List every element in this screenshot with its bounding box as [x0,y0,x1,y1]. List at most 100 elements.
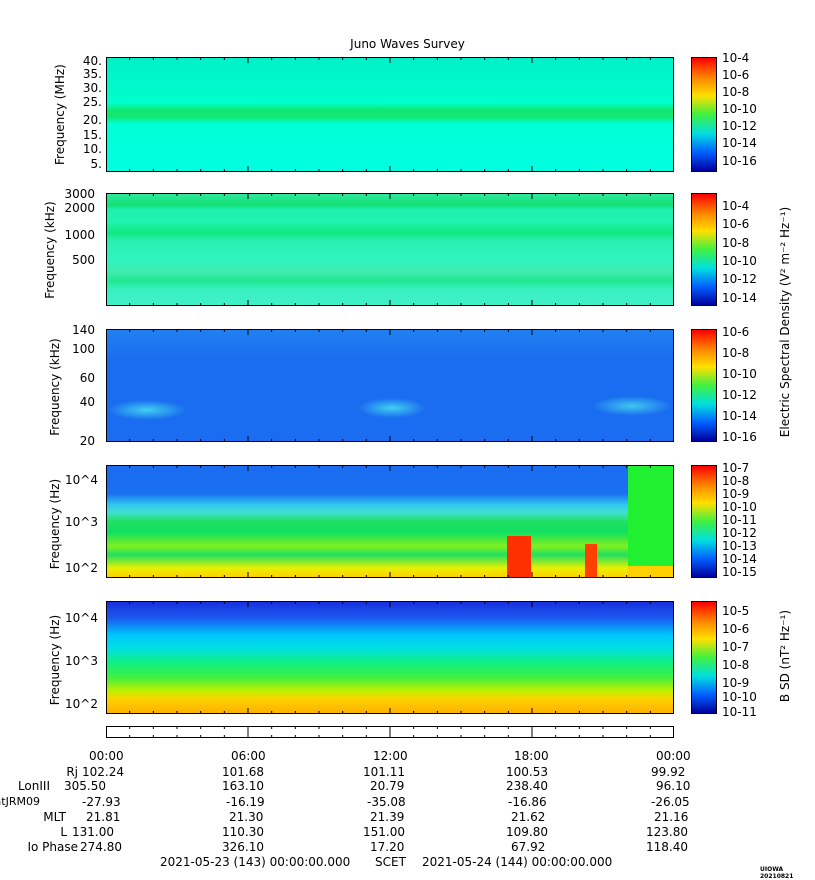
ephemeris-value: -27.93 [82,795,121,809]
y-tick-label: 20 [79,434,95,448]
y-tick-label: 10^3 [65,654,98,668]
colorbar-tick: 10-6 [722,217,750,231]
end-time: 2021-05-24 (144) 00:00:00.000 [422,855,613,869]
y-tick-label: 140 [72,323,95,337]
colorbar-tick: 10-9 [722,676,750,690]
ephemeris-row-name: LonIII [17,779,50,793]
colorbar-tick: 10-12 [722,119,757,133]
ephemeris-value: 99.92 [651,765,686,779]
spectrogram-panel-hz-electric [106,465,674,578]
colorbar-3 [691,329,717,442]
ephemeris-row-name: MLatJRM09 [0,795,40,808]
colorbar-tick: 10-13 [722,539,757,553]
colorbar-tick: 10-14 [722,136,757,150]
y-tick-label: 2000 [64,201,95,215]
intense-emission [585,544,597,577]
time-tick-label: 06:00 [231,749,266,763]
y-tick-label: 10^4 [65,611,98,625]
spectrogram-panel-khz-high [106,193,674,306]
ephemeris-value: 131.00 [72,825,114,839]
ephemeris-value: 109.80 [506,825,548,839]
colorbar-tick: 10-10 [722,500,757,514]
ephemeris-value: 123.80 [646,825,688,839]
y-tick-label: 100 [72,342,95,356]
y-axis-label: Frequency (kHz) [43,201,57,299]
y-tick-label: 500 [72,253,95,267]
colorbar-tick: 10-5 [722,604,750,618]
ephemeris-value: 100.53 [506,765,548,779]
ephemeris-value: 21.16 [654,810,689,824]
ephemeris-value: 238.40 [506,779,548,793]
time-tick-label: 00:00 [89,749,124,763]
y-tick-label: 15. [82,128,102,142]
ephemeris-value: 305.50 [64,779,106,793]
ephemeris-row-name: MLT [43,810,66,824]
time-tick-label: 00:00 [656,749,691,763]
hf-block [628,466,673,566]
y-tick-label: 25. [82,95,102,109]
colorbar-tick: 10-10 [722,102,757,116]
y-tick-label: 30. [82,81,102,95]
ephemeris-value: 274.80 [80,840,122,854]
colorbar-tick: 10-7 [722,461,750,475]
colorbar-tick: 10-8 [722,346,750,360]
ephemeris-value: 21.30 [229,810,264,824]
y-tick-label: 35. [82,67,102,81]
y-tick-label: 40. [82,54,102,68]
colorbar-tick: 10-16 [722,154,757,168]
ephemeris-value: 17.20 [370,840,405,854]
start-time: 2021-05-23 (143) 00:00:00.000 [160,855,351,869]
y-tick-label: 3000 [64,187,95,201]
y-tick-label: 60 [79,371,95,385]
colorbar-tick: 10-11 [722,513,757,527]
y-tick-label: 40 [79,395,95,409]
time-axis-bar [106,726,674,738]
y-tick-label: 5. [90,157,102,171]
time-tick-label: 12:00 [373,749,408,763]
ephemeris-value: 326.10 [222,840,264,854]
colorbar-tick: 10-4 [722,51,750,65]
colorbar-tick: 10-8 [722,236,750,250]
time-tick-label: 18:00 [514,749,549,763]
colorbar-tick: 10-14 [722,552,757,566]
y-tick-label: 10^3 [65,515,98,529]
ephemeris-value: 102.24 [82,765,124,779]
colorbar-tick: 10-14 [722,409,757,423]
ephemeris-value: 118.40 [646,840,688,854]
colorbar-tick: 10-15 [722,565,757,579]
colorbar-1 [691,57,717,172]
chart-title: Juno Waves Survey [350,37,465,51]
colorbar-tick: 10-16 [722,430,757,444]
watermark: UIOWA 20210821 [760,866,794,880]
colorbar-tick: 10-6 [722,68,750,82]
colorbar-5 [691,601,717,714]
colorbar-tick: 10-8 [722,474,750,488]
ephemeris-value: 20.79 [370,779,405,793]
electric-colorbar-label: Electric Spectral Density (V² m⁻² Hz⁻¹) [778,206,792,438]
y-tick-label: 10^2 [65,561,98,575]
hf-block-low [628,566,673,577]
y-tick-label: 10^4 [65,473,98,487]
colorbar-tick: 10-6 [722,622,750,636]
ephemeris-value: 96.10 [656,779,691,793]
ephemeris-row-name: Io Phase [27,840,78,854]
scet-label: SCET [375,855,406,869]
y-tick-label: 10^2 [65,697,98,711]
ephemeris-value: -35.08 [367,795,406,809]
colorbar-tick: 10-7 [722,640,750,654]
colorbar-tick: 10-11 [722,705,757,719]
colorbar-tick: 10-10 [722,254,757,268]
ephemeris-value: 67.92 [511,840,546,854]
intense-emission [507,536,531,577]
colorbar-tick: 10-12 [722,388,757,402]
ephemeris-value: -16.86 [508,795,547,809]
magnetic-colorbar-label: B SD (nT² Hz⁻¹) [778,609,792,703]
spectrogram-panel-hz-magnetic [106,601,674,714]
colorbar-tick: 10-8 [722,85,750,99]
ephemeris-value: -16.19 [226,795,265,809]
ephemeris-value: 163.10 [222,779,264,793]
colorbar-tick: 10-12 [722,526,757,540]
colorbar-tick: 10-8 [722,658,750,672]
colorbar-tick: 10-10 [722,367,757,381]
ephemeris-row-name: L [60,825,67,839]
